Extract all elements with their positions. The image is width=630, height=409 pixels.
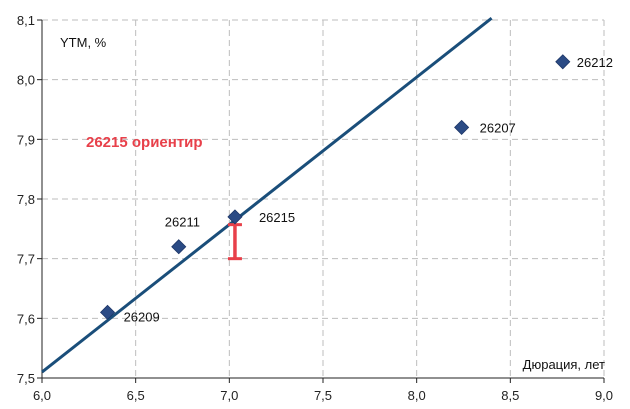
x-tick-label: 9,0 <box>595 388 613 403</box>
y-axis-title: YTM, % <box>60 35 107 50</box>
annotation-26215-orientir: 26215 ориентир <box>86 134 203 151</box>
point-label-26209: 26209 <box>124 309 160 324</box>
x-tick-label: 8,5 <box>501 388 519 403</box>
trendline-group <box>41 17 493 374</box>
point-label-26215: 26215 <box>259 210 295 225</box>
trendline <box>41 17 493 374</box>
point-marker-26212 <box>555 54 571 70</box>
x-tick-label: 8,0 <box>408 388 426 403</box>
range-marker-group <box>227 223 242 261</box>
point-marker-26207 <box>454 119 470 135</box>
point-label-26211: 26211 <box>165 215 200 230</box>
x-tick-label: 7,0 <box>220 388 238 403</box>
y-tick-label: 7,8 <box>17 192 35 207</box>
point-label-26212: 26212 <box>577 55 613 70</box>
tick-labels: 7,5 7,6 7,7 7,8 7,9 8,0 8,1 6,0 6,5 7,0 7,5 8,0 8,5 9… <box>17 13 613 403</box>
data-points: 26209 26211 26215 26207 26212 <box>100 54 613 324</box>
gridlines <box>42 19 605 378</box>
y-tick-label: 8,1 <box>17 13 35 28</box>
y-tick-label: 7,5 <box>17 371 35 386</box>
point-marker-26211 <box>171 239 187 255</box>
x-tick-label: 6,5 <box>127 388 145 403</box>
x-tick-label: 6,0 <box>33 388 51 403</box>
point-marker-26215 <box>227 209 243 225</box>
point-label-26207: 26207 <box>480 120 516 135</box>
axes <box>37 19 605 383</box>
y-tick-label: 7,7 <box>17 252 35 267</box>
y-tick-label: 7,9 <box>17 132 35 147</box>
point-marker-26209 <box>100 304 116 320</box>
y-tick-label: 8,0 <box>17 73 35 88</box>
y-tick-label: 7,6 <box>17 311 35 326</box>
x-tick-label: 7,5 <box>314 388 332 403</box>
x-axis-title: Дюрация, лет <box>523 357 605 372</box>
